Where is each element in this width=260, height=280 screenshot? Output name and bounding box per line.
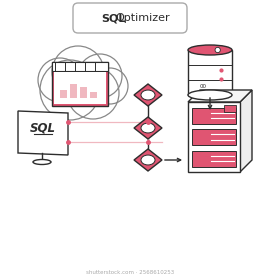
Polygon shape <box>60 90 67 98</box>
Polygon shape <box>70 84 77 98</box>
Circle shape <box>92 68 128 104</box>
Circle shape <box>52 46 104 98</box>
Polygon shape <box>188 90 252 102</box>
Circle shape <box>215 47 220 53</box>
Ellipse shape <box>188 45 232 55</box>
Circle shape <box>40 60 100 120</box>
Polygon shape <box>188 50 232 95</box>
Polygon shape <box>134 117 162 139</box>
Polygon shape <box>80 87 87 98</box>
Polygon shape <box>134 84 162 106</box>
Circle shape <box>78 54 122 98</box>
Polygon shape <box>224 105 236 112</box>
Ellipse shape <box>33 160 51 165</box>
Polygon shape <box>192 108 236 123</box>
Polygon shape <box>192 151 236 167</box>
Ellipse shape <box>141 123 155 133</box>
Ellipse shape <box>141 155 155 165</box>
Text: SQL: SQL <box>30 122 56 134</box>
Circle shape <box>38 58 82 102</box>
Text: shutterstock.com · 2568610253: shutterstock.com · 2568610253 <box>86 270 174 276</box>
FancyBboxPatch shape <box>73 3 187 33</box>
Polygon shape <box>90 92 97 98</box>
Polygon shape <box>188 102 240 172</box>
Ellipse shape <box>188 90 232 100</box>
Text: SQL: SQL <box>101 13 125 23</box>
Polygon shape <box>54 72 106 104</box>
Polygon shape <box>240 90 252 172</box>
Text: 00: 00 <box>200 84 207 89</box>
Polygon shape <box>134 149 162 171</box>
Circle shape <box>67 67 119 119</box>
Polygon shape <box>52 62 108 71</box>
Polygon shape <box>192 129 236 145</box>
Polygon shape <box>18 111 68 155</box>
Polygon shape <box>52 62 108 106</box>
Text: Optimizer: Optimizer <box>116 13 170 23</box>
Ellipse shape <box>141 90 155 100</box>
